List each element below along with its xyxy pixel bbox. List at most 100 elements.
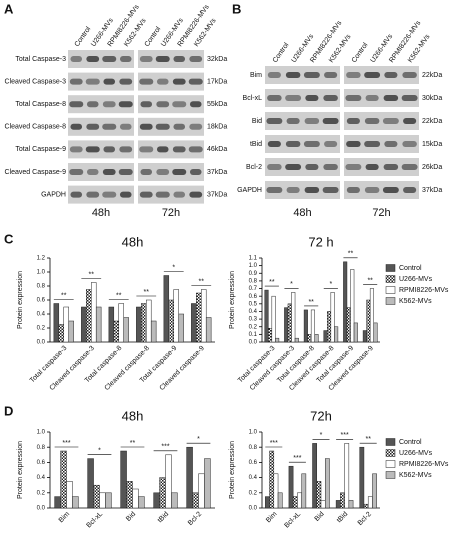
kda-label: 26kDa [422,164,442,171]
bar [159,477,166,509]
bar [312,443,318,509]
row-label: tBid [250,141,262,148]
bar [273,473,279,509]
x-tick-label: Bcl-xL [283,511,302,530]
blot-band [86,123,100,130]
blot-band [102,191,117,198]
blot-band [69,78,83,85]
blot-band [324,141,338,147]
blot-band [403,118,417,124]
blot-strip [344,158,419,176]
blot-band [155,123,170,130]
significance: ** [365,436,371,443]
bar [277,492,283,509]
blot-strip [68,95,134,114]
bar [54,496,61,509]
kda-label: 22kDa [422,72,442,79]
bar [105,492,112,509]
row-label: Cleaved Caspase-9 [5,169,67,176]
bar [171,492,178,509]
blot-strip [265,135,340,153]
bar [310,309,315,343]
row-label: Total Caspase-3 [15,56,66,63]
row-label: Bid [252,118,262,125]
blot-band [155,56,170,62]
x-tick-label: Bcl-2 [357,511,373,527]
significance: ** [269,279,275,286]
blot-band [172,146,186,153]
blot-band [286,118,300,124]
bar [58,324,64,343]
y-tick-label: 0.2 [37,490,46,496]
bar [118,303,124,343]
blot-band [156,169,170,175]
x-tick-label: tBid [157,511,171,525]
blot-strip [68,117,134,136]
blot-band [365,164,379,170]
blot-band [303,141,320,147]
blot-band [285,164,302,170]
significance: * [197,436,200,443]
bar [60,450,67,509]
bar [314,334,319,343]
bar [178,313,184,343]
bar [136,306,142,343]
y-tick-label: 0.2 [249,490,258,496]
blot-band [172,101,187,108]
bar [153,492,160,509]
bar [271,295,276,343]
blot-band [364,72,381,78]
bar [201,289,207,343]
blot-band [382,187,399,193]
bar [334,326,339,343]
blot-strip [344,135,419,153]
bar [292,496,298,509]
bar [186,446,193,509]
y-tick-label: 0.9 [249,271,258,277]
bar [81,306,87,343]
bar [343,261,348,343]
lane-label: Control [351,41,370,64]
bar [66,481,73,509]
bar [307,334,312,343]
kda-label: 37kDa [207,191,227,198]
y-tick-label: 1.0 [37,430,46,436]
bar [93,484,100,509]
blot-strip [265,89,340,107]
row-label: Total Caspase-9 [15,146,66,153]
blot-strip [68,140,134,159]
blot-band [86,56,100,62]
legend-swatch [385,471,396,479]
y-tick-label: 0.6 [249,294,258,300]
y-tick-label: 0.2 [37,326,46,332]
bar [72,496,79,509]
time-label: 48h [293,207,311,219]
blot-band [323,95,338,101]
bar [367,496,373,509]
bar [359,446,365,509]
bar [87,458,94,509]
blot-band [305,95,319,101]
blot-band [172,78,186,85]
blot-band [346,72,361,78]
blot-strip [68,185,134,204]
blot-band [69,146,83,153]
blot-band [172,169,187,175]
significance: *** [161,444,169,451]
blot-band [267,141,281,147]
bar [320,500,326,509]
y-tick-label: 0.0 [249,506,258,512]
bar [163,275,170,343]
blot-band [267,164,282,170]
blot-strip [138,163,204,181]
blot-band [155,191,170,198]
bar [132,488,139,509]
significance: ** [367,277,373,284]
panel-letter: C [4,231,14,246]
blot-band [345,164,362,170]
significance: * [329,281,332,288]
y-tick-label: 1.0 [249,430,258,436]
kda-label: 22kDa [422,118,442,125]
bar [366,299,371,343]
blot-band [267,95,282,101]
